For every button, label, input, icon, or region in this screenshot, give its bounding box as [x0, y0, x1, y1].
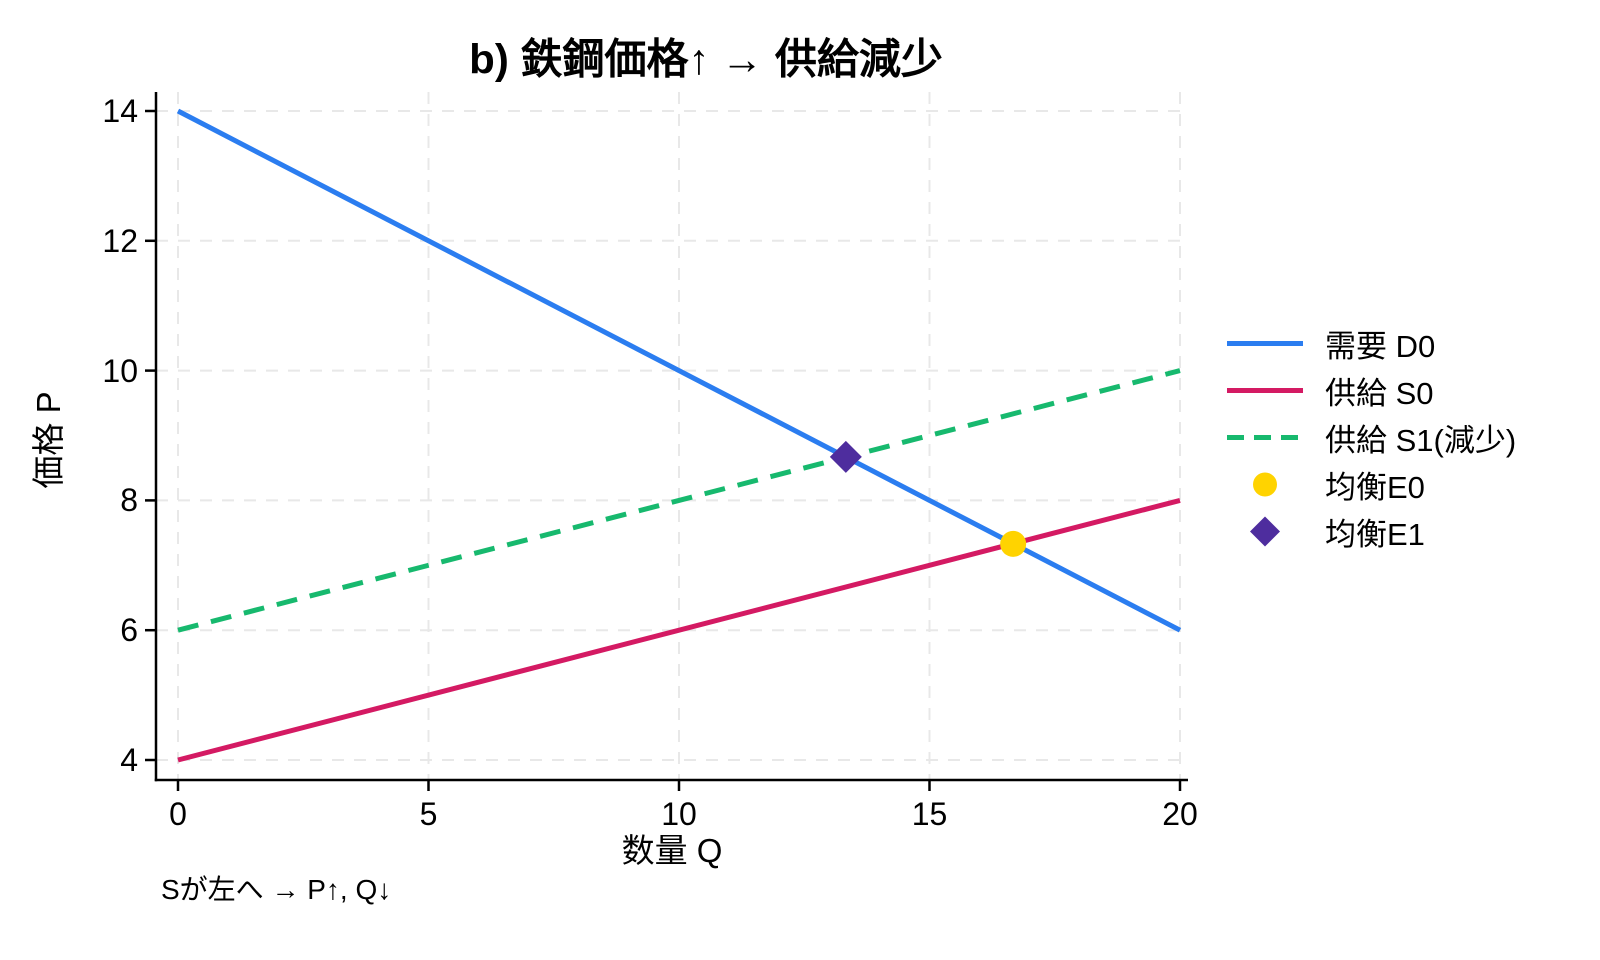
- series-line-2: [177, 368, 1181, 633]
- legend-label: 需要 D0: [1325, 329, 1436, 364]
- legend-label: 均衡E0: [1325, 470, 1425, 505]
- legend-label: 供給 S1(減少): [1325, 423, 1517, 458]
- legend-swatch: [1227, 341, 1303, 346]
- legend-circle-sample: [1253, 472, 1277, 497]
- legend-item-2: 供給 S1(減少): [1205, 414, 1516, 461]
- marker-equilibrium-e0: [1000, 530, 1027, 557]
- annotation-note: Sが左へ → P↑, Q↓: [161, 874, 392, 905]
- legend-swatch: [1253, 472, 1277, 497]
- legend-label: 均衡E1: [1325, 517, 1425, 552]
- y-axis-label: 価格 P: [30, 391, 67, 489]
- x-tick-label: 15: [911, 796, 948, 832]
- legend-item-1: 供給 S0: [1205, 367, 1516, 414]
- x-tick-label: 0: [169, 796, 187, 832]
- y-tick-label: 10: [102, 352, 138, 389]
- legend-swatch: [1250, 516, 1280, 547]
- marker-equilibrium-e1: [829, 440, 862, 473]
- x-tick-label: 10: [661, 796, 697, 832]
- x-axis-label: 数量 Q: [621, 832, 723, 869]
- legend-item-0: 需要 D0: [1205, 320, 1516, 367]
- x-tick-label: 5: [419, 796, 438, 832]
- y-tick-label: 8: [120, 482, 138, 519]
- legend: 需要 D0 供給 S0 供給 S1(減少) 均衡E0 均衡E1: [1205, 320, 1516, 555]
- y-tick-label: 4: [120, 742, 138, 778]
- legend-swatch: [1227, 388, 1303, 393]
- x-tick-label: 20: [1162, 796, 1198, 832]
- y-tick-label: 6: [120, 612, 138, 649]
- legend-label: 供給 S0: [1325, 376, 1434, 411]
- legend-item-4: 均衡E1: [1205, 508, 1516, 555]
- legend-item-3: 均衡E0: [1205, 461, 1516, 508]
- y-tick-label: 12: [102, 222, 138, 259]
- legend-diamond-sample: [1250, 516, 1280, 547]
- chart-title: b) 鉄鋼価格↑ → 供給減少: [469, 35, 943, 83]
- y-tick-label: 14: [102, 93, 138, 129]
- legend-swatch: [1227, 435, 1303, 440]
